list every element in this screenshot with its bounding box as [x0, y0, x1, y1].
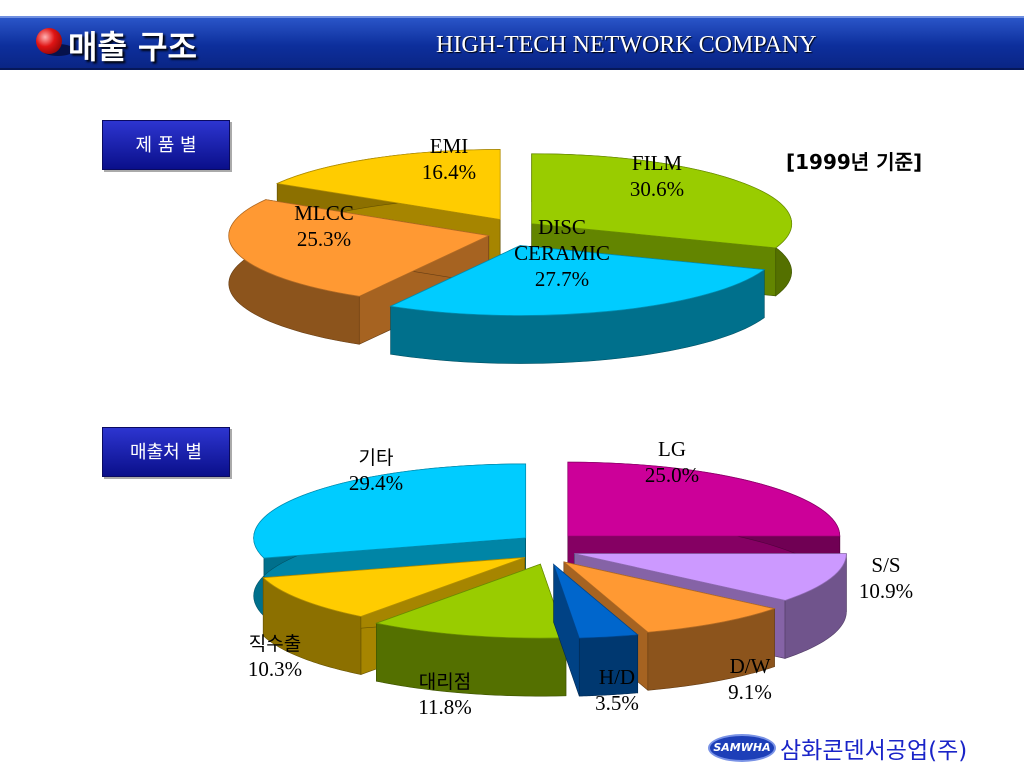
pie-2-slice-4 — [552, 563, 639, 697]
samwha-logo: SAMWHA — [708, 734, 776, 762]
pie-1-label-name-2: DISC — [538, 215, 586, 239]
pie-1-label-value-1: 30.6% — [630, 177, 684, 201]
title-bar — [0, 16, 1024, 70]
pie-1-label-name-2: CERAMIC — [514, 241, 610, 265]
pie-2-label-value-7: 29.4% — [349, 471, 403, 495]
pie-2-label-name-2: S/S — [871, 553, 900, 577]
pie-1-label-value-4: 16.4% — [422, 160, 476, 184]
pie-2-slice-5 — [374, 563, 567, 697]
pie-2-label-name-1: LG — [658, 437, 686, 461]
pie-1-label-value-3: 25.3% — [297, 227, 351, 251]
pie-2-label-value-3: 9.1% — [728, 680, 772, 704]
pie-1 — [228, 149, 793, 364]
page-title: 매출 구조 — [68, 28, 197, 66]
customer-tag: 매출처 별 — [102, 427, 230, 477]
product-tag: 제 품 별 — [102, 120, 230, 170]
year-note: [1999년 기준] — [786, 150, 923, 174]
pie-2-label-name-4: H/D — [599, 665, 635, 689]
pie-2-label-name-3: D/W — [730, 654, 771, 678]
pie-2-label-name-5: 대리점 — [419, 671, 471, 693]
footer-company-name: 삼화콘덴서공업(주) — [780, 738, 968, 764]
company-slogan: HIGH-TECH NETWORK COMPANY — [436, 32, 817, 58]
pie-2-label-value-5: 11.8% — [418, 695, 471, 719]
pie-2-label-value-6: 10.3% — [248, 657, 302, 681]
pie-2-label-value-2: 10.9% — [859, 579, 913, 603]
pie-1-label-name-4: EMI — [430, 134, 469, 158]
pie-2-label-value-1: 25.0% — [645, 463, 699, 487]
pie-1-label-name-3: MLCC — [294, 201, 354, 225]
pie-1-label-value-2: 27.7% — [535, 267, 589, 291]
pie-2 — [253, 461, 847, 697]
pie-1-slice-2 — [389, 245, 766, 364]
bullet-ball-icon — [36, 28, 62, 54]
pie-2-label-name-6: 직수출 — [249, 633, 301, 655]
pie-1-label-name-1: FILM — [632, 151, 683, 175]
pie-2-label-name-7: 기타 — [359, 447, 394, 469]
pie-2-label-value-4: 3.5% — [595, 691, 639, 715]
